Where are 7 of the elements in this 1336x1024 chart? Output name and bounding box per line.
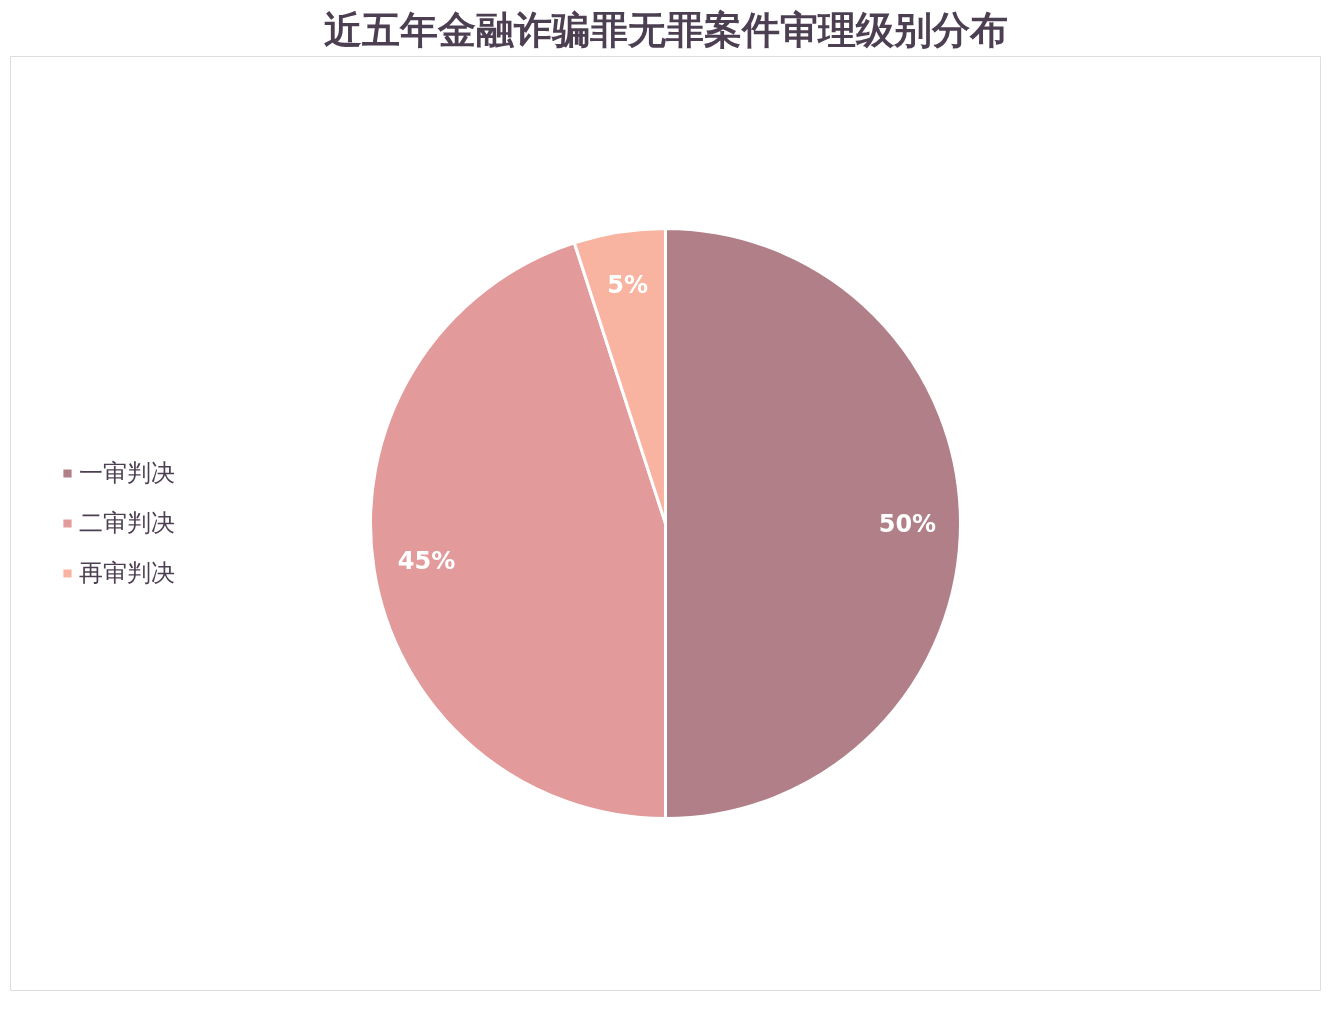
data-label: 50% [878,509,937,538]
data-label: 45% [397,547,456,576]
legend-label: 再审判决 [79,558,175,589]
legend-label: 二审判决 [79,508,175,539]
legend-label: 一审判决 [79,458,175,489]
data-label: 5% [607,270,649,299]
chart-title: 近五年金融诈骗罪无罪案件审理级别分布 [323,7,1008,52]
